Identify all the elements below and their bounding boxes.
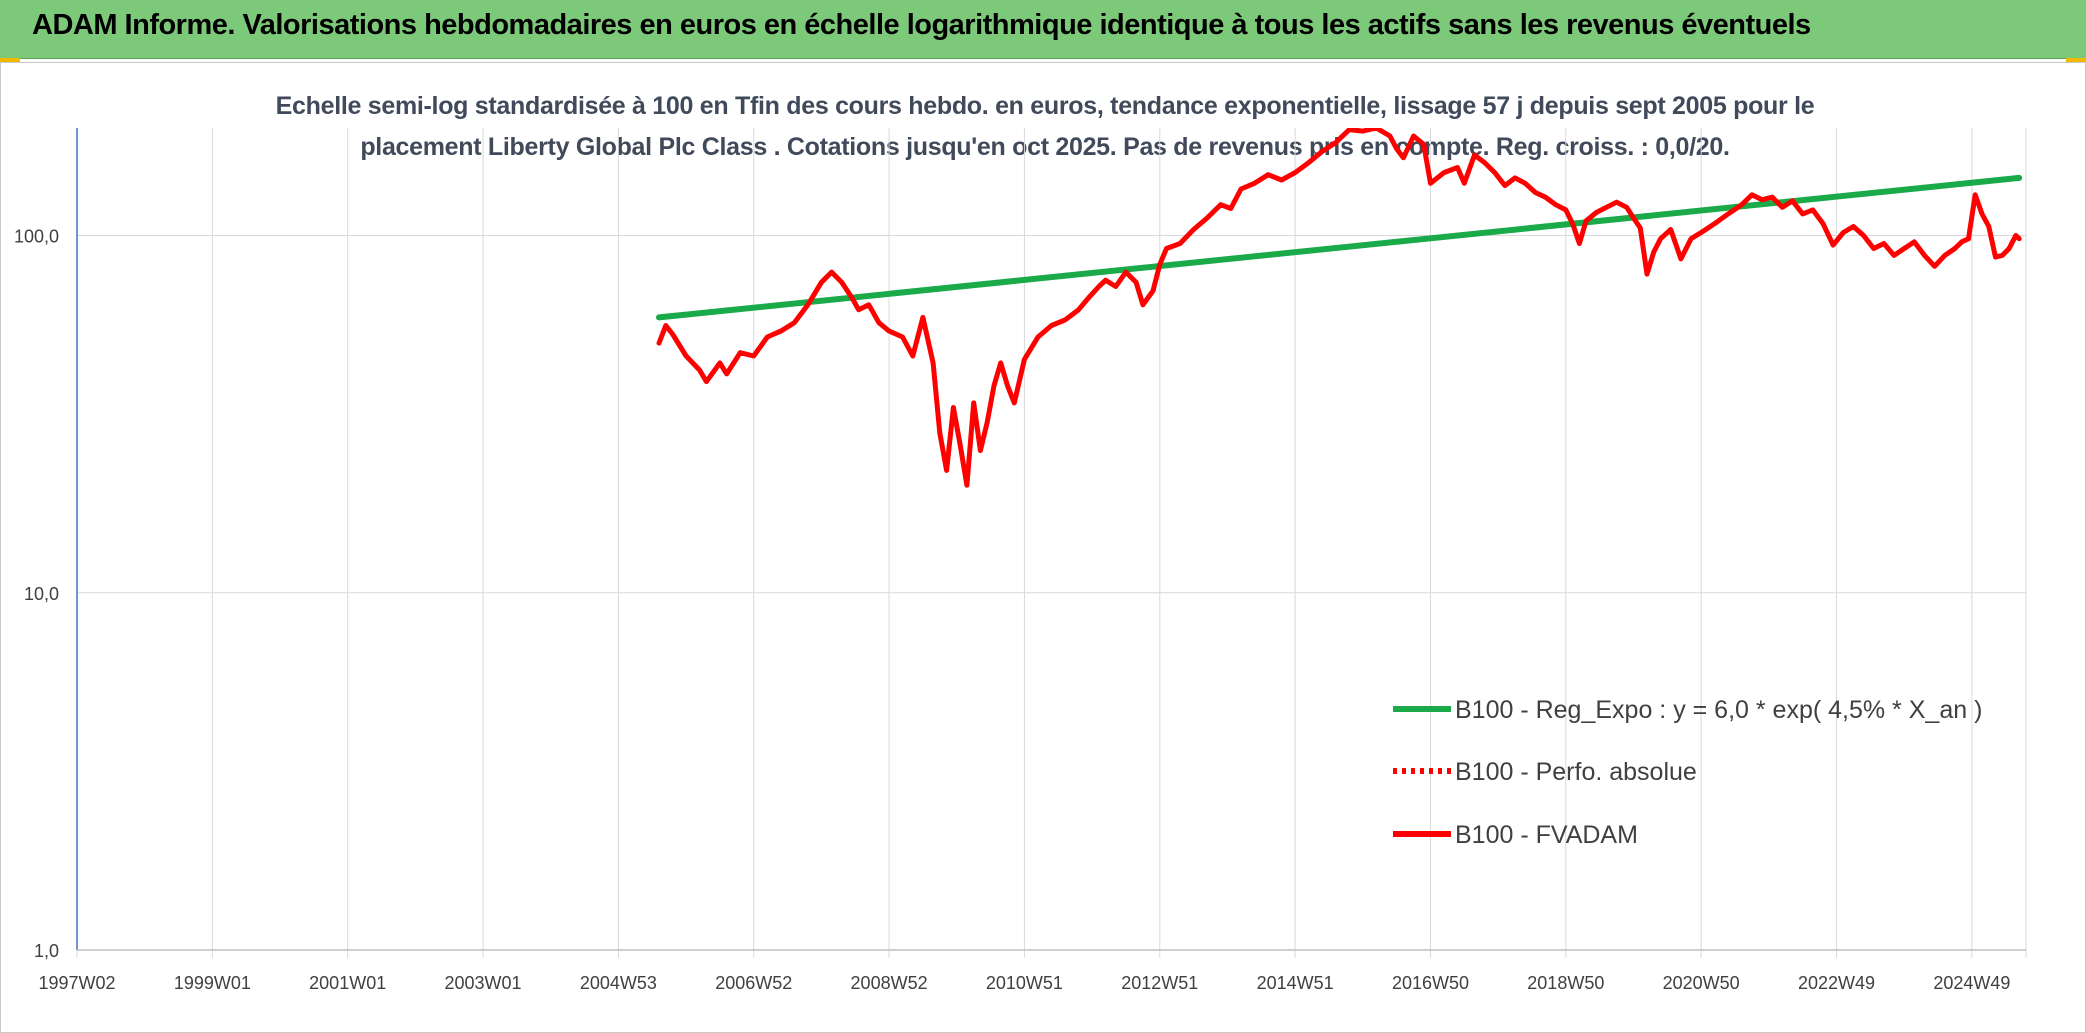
- legend-label: B100 - FVADAM: [1455, 821, 1638, 849]
- y-tick-label: 10,0: [24, 584, 59, 604]
- x-tick-label: 2004W53: [580, 973, 657, 993]
- x-tick-label: 2012W51: [1121, 973, 1198, 993]
- x-tick-label: 2016W50: [1392, 973, 1469, 993]
- chart-subtitle-line-1: Echelle semi-log standardisée à 100 en T…: [275, 92, 1815, 120]
- x-tick-label: 1997W02: [38, 973, 115, 993]
- y-tick-label: 1,0: [34, 941, 59, 961]
- x-tick-label: 2018W50: [1527, 973, 1604, 993]
- x-tick-label: 2014W51: [1257, 973, 1334, 993]
- x-tick-label: 2001W01: [309, 973, 386, 993]
- y-tick-label: 100,0: [14, 227, 59, 247]
- x-tick-label: 1999W01: [174, 973, 251, 993]
- x-tick-label: 2022W49: [1798, 973, 1875, 993]
- report-header: ADAM Informe. Valorisations hebdomadaire…: [0, 0, 2086, 59]
- trend-line-series: [656, 174, 2023, 321]
- chart-subtitle-line-2: placement Liberty Global Plc Class . Cot…: [360, 133, 1730, 161]
- legend-label: B100 - Perfo. absolue: [1455, 758, 1697, 786]
- legend-label: B100 - Reg_Expo : y = 6,0 * exp( 4,5% * …: [1455, 696, 1982, 724]
- x-tick-label: 2024W49: [1933, 973, 2010, 993]
- report-title: ADAM Informe. Valorisations hebdomadaire…: [32, 9, 1811, 41]
- x-tick-label: 2020W50: [1663, 973, 1740, 993]
- x-tick-label: 2006W52: [715, 973, 792, 993]
- price-line-series: [656, 128, 2022, 488]
- x-tick-label: 2008W52: [851, 973, 928, 993]
- x-tick-label: 2003W01: [445, 973, 522, 993]
- x-tick-label: 2010W51: [986, 973, 1063, 993]
